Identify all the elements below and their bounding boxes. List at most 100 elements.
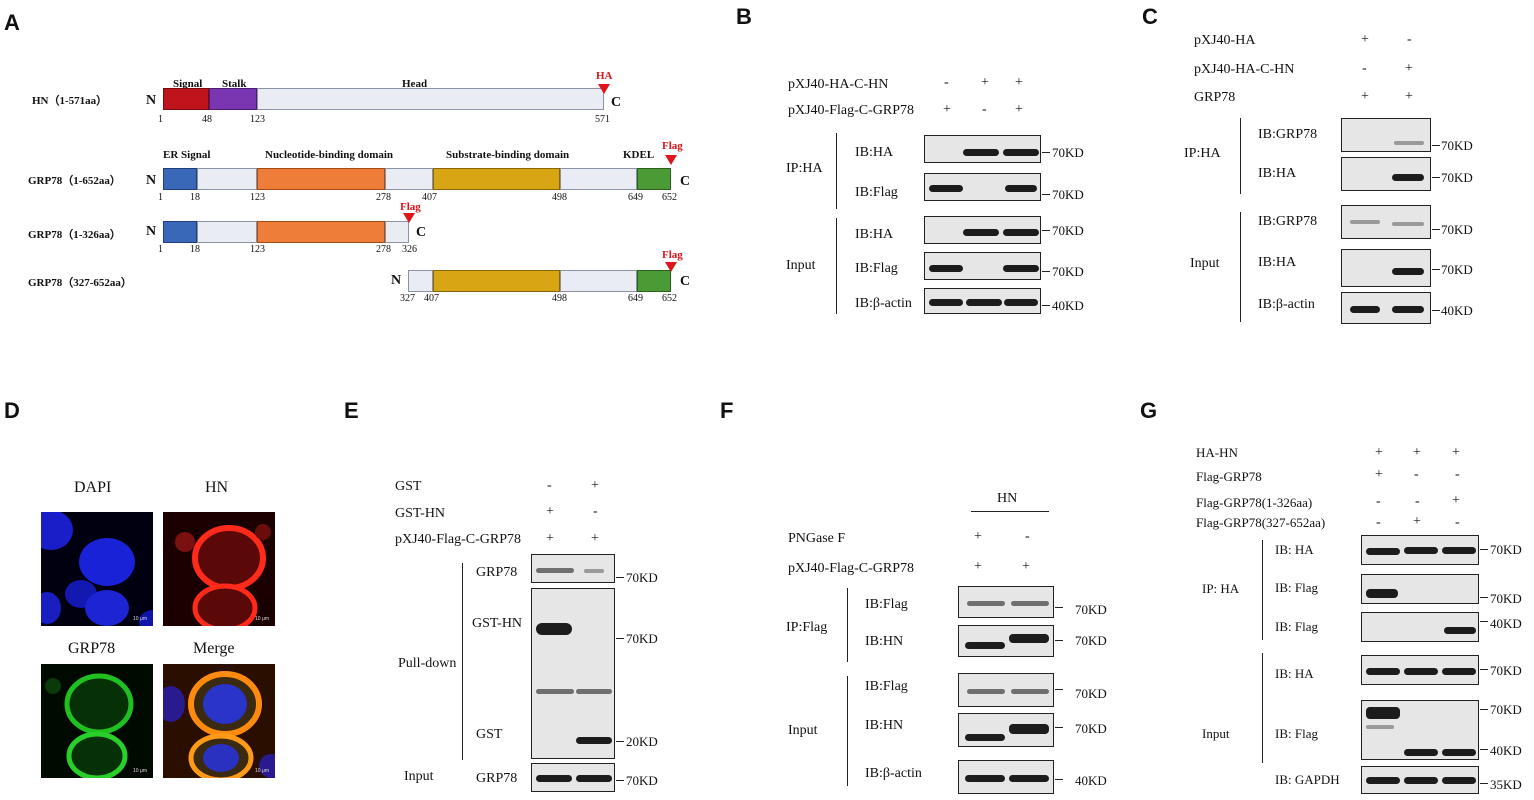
blot-band <box>966 299 1002 306</box>
blot-label: IB:Flag <box>865 597 908 612</box>
grp78-n-flag-label: Flag <box>400 201 421 213</box>
blot-band <box>1009 775 1049 782</box>
blot-image <box>1361 612 1479 642</box>
marker-tick <box>1432 145 1440 147</box>
size-marker: 70KD <box>1490 702 1522 717</box>
blot-band <box>1009 634 1049 643</box>
blot-image <box>1361 574 1479 604</box>
group-bracket <box>1240 212 1242 322</box>
blot-band <box>1350 220 1380 224</box>
blot-image <box>1361 655 1479 685</box>
grp78-linker-1 <box>197 168 257 190</box>
lane-sign: + <box>974 529 982 544</box>
blot-label: IB:HA <box>1258 166 1297 181</box>
grp78-kdel <box>637 168 671 190</box>
blot-band <box>1366 777 1400 784</box>
panel-letter-g: G <box>1140 398 1158 423</box>
group-label: Input <box>786 258 816 273</box>
size-marker: 40KD <box>1441 303 1473 318</box>
blot-band <box>1392 306 1424 313</box>
blot-band <box>965 734 1005 741</box>
hn-stalk-domain <box>209 88 257 110</box>
grp-c-pos: 327 <box>400 293 415 304</box>
blot-label: IB: GAPDH <box>1275 772 1340 787</box>
condition-label: pXJ40-Flag-C-GRP78 <box>788 561 915 576</box>
group-label: Input <box>1202 726 1230 741</box>
blot-band <box>536 689 574 694</box>
blot-band <box>1394 141 1424 145</box>
blot-image <box>1361 700 1479 760</box>
panel-letter-c: C <box>1142 4 1158 29</box>
blot-band <box>576 689 612 694</box>
grp-pos: 18 <box>190 192 200 203</box>
blot-label: GRP78 <box>476 771 518 786</box>
grp-n-pos: 123 <box>250 244 265 255</box>
condition-label: Flag-GRP78(327-652aa) <box>1196 515 1326 530</box>
grp-n-pos: 1 <box>158 244 163 255</box>
scale-bar-label: 10 μm <box>255 616 269 622</box>
lane-sign: - <box>1362 61 1367 76</box>
grp-pos: 407 <box>422 192 437 203</box>
grp78-nbd <box>257 168 385 190</box>
kdel-label: KDEL <box>623 149 655 161</box>
blot-band <box>965 642 1005 649</box>
size-marker: 70KD <box>1075 633 1107 648</box>
size-marker: 70KD <box>1441 170 1473 185</box>
hn-stalk-label: Stalk <box>222 78 247 90</box>
marker-tick <box>1055 607 1063 609</box>
group-label: Input <box>788 723 818 738</box>
blot-image <box>531 554 615 583</box>
scale-bar-label: 10 μm <box>133 616 147 622</box>
blot-band <box>1366 668 1400 675</box>
grp78-sbd <box>433 168 560 190</box>
marker-tick <box>1055 640 1063 642</box>
blot-band <box>1442 547 1476 554</box>
marker-tick <box>1042 271 1050 273</box>
dapi-image: 10 μm <box>40 511 154 627</box>
size-marker: 70KD <box>1441 138 1473 153</box>
blot-label: IB:HA <box>855 227 894 242</box>
marker-tick <box>1042 152 1050 154</box>
grp-pos: 498 <box>552 192 567 203</box>
blot-label: IB:β-actin <box>855 296 912 311</box>
blot-band <box>929 185 963 192</box>
lane-sign: + <box>1413 445 1421 460</box>
blot-band <box>1366 548 1400 555</box>
grp-pos: 652 <box>662 192 677 203</box>
group-label: IP:Flag <box>786 620 828 635</box>
size-marker: 70KD <box>1075 602 1107 617</box>
lane-sign: + <box>546 531 554 546</box>
flag-tag-marker-icon <box>665 262 677 272</box>
grp-pos: 278 <box>376 192 391 203</box>
marker-tick <box>1480 549 1488 551</box>
size-marker: 70KD <box>1441 222 1473 237</box>
condition-label: Flag-GRP78 <box>1196 469 1262 484</box>
size-marker: 70KD <box>626 631 658 646</box>
flag-tag-marker-icon <box>403 213 415 223</box>
blot-label: IB:GRP78 <box>1258 214 1318 229</box>
marker-tick <box>1055 727 1063 729</box>
size-marker: 40KD <box>1052 298 1084 313</box>
blot-label: IB:β-actin <box>1258 297 1315 312</box>
blot-image <box>1341 157 1431 191</box>
lane-sign: - <box>1414 467 1419 482</box>
blot-label: IB: HA <box>1275 666 1314 681</box>
blot-band <box>1004 299 1038 306</box>
blot-band <box>1404 668 1438 675</box>
blot-image <box>958 713 1054 747</box>
grp-n-pos: 278 <box>376 244 391 255</box>
blot-band <box>1003 229 1039 236</box>
condition-label: pXJ40-HA <box>1194 33 1256 48</box>
blot-band <box>536 568 574 573</box>
blot-band <box>967 689 1005 694</box>
marker-tick <box>1480 749 1488 751</box>
sbd-label: Substrate-binding domain <box>446 149 570 161</box>
hn-pos-123: 123 <box>250 114 265 125</box>
blot-label: IB:β-actin <box>865 766 922 781</box>
grp-pos: 123 <box>250 192 265 203</box>
blot-band <box>1442 777 1476 784</box>
size-marker: 70KD <box>1490 542 1522 557</box>
blot-band <box>536 623 572 635</box>
blot-label: GST <box>476 727 503 742</box>
